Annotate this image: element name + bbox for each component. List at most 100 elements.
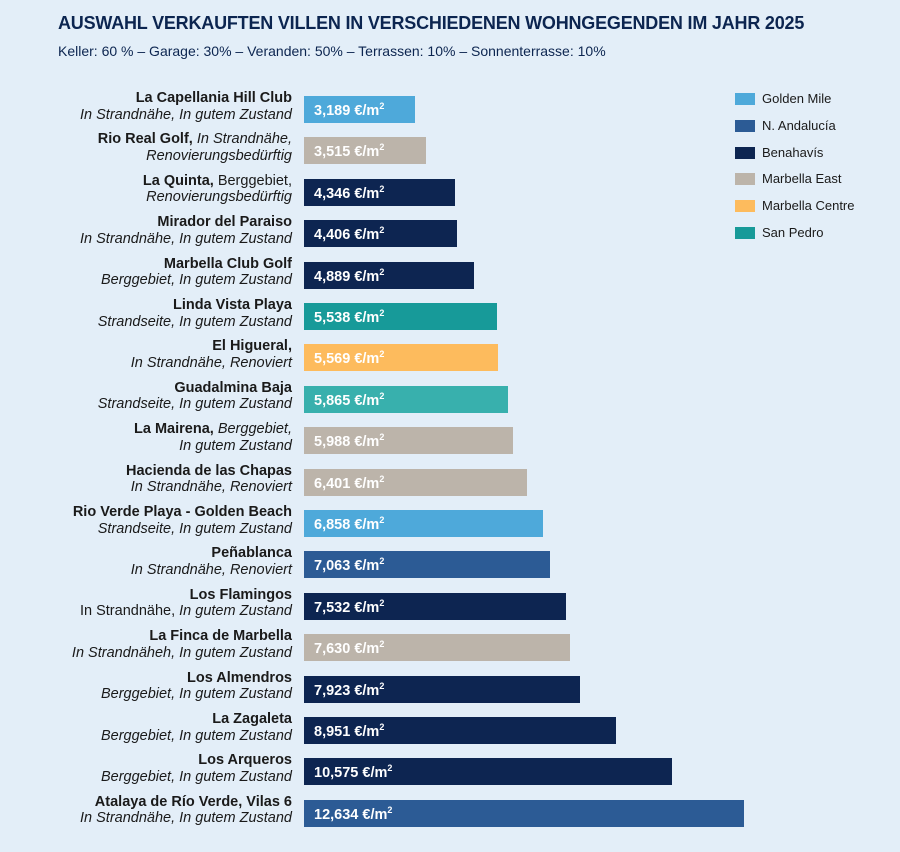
- unit-superscript: 2: [379, 390, 385, 401]
- label-segment: Hacienda de las Chapas: [125, 462, 292, 479]
- location-details: In gutem Zustand: [134, 438, 292, 455]
- unit-superscript: 2: [379, 183, 385, 194]
- legend-label: Marbella East: [762, 171, 842, 187]
- location-details: Berggebiet, In gutem Zustand: [101, 686, 292, 703]
- chart-row: La Capellania Hill Club In Strandnähe, In…: [0, 90, 900, 131]
- label-segment: Peñablanca: [211, 545, 292, 562]
- bar: 5,988 €/m2: [304, 427, 513, 455]
- value-text: 8,951 €/m: [314, 723, 380, 740]
- data-label: 7,630 €/m2: [314, 639, 384, 657]
- data-label: 12,634 €/m2: [314, 805, 392, 823]
- location-name: Los Almendros: [101, 670, 292, 687]
- value-text: 5,538 €/m: [314, 309, 380, 326]
- label-segment: Atalaya de Río Verde, Vilas 6: [94, 793, 292, 810]
- bar: 4,346 €/m2: [304, 178, 456, 206]
- legend-label: Marbella Centre: [762, 198, 855, 214]
- location-details: In Strandnähe, In gutem Zustand: [80, 231, 292, 248]
- legend-swatch: [735, 200, 755, 213]
- bar: 12,634 €/m2: [304, 799, 744, 827]
- label-segment: La Finca de Marbella: [149, 628, 292, 645]
- row-label: Hacienda de las Chapas In Strandnähe, Ren…: [126, 463, 292, 496]
- unit-superscript: 2: [387, 804, 393, 815]
- chart-row: La Finca de Marbella In Strandnäheh, In g…: [0, 628, 900, 669]
- unit-superscript: 2: [379, 308, 385, 318]
- location-name: La Finca de Marbella: [72, 628, 292, 645]
- data-label: 7,532 €/m2: [314, 598, 384, 616]
- chart-subtitle: Keller: 60 % – Garage: 30% – Veranden: 5…: [58, 43, 606, 59]
- legend-swatch: [735, 173, 755, 186]
- data-label: 7,923 €/m2: [314, 681, 384, 699]
- unit-superscript: 2: [379, 639, 385, 650]
- value-text: 4,346 €/m: [314, 185, 380, 202]
- unit-superscript: 2: [379, 142, 385, 153]
- location-details: In Strandnähe, In gutem Zustand: [80, 107, 292, 124]
- location-details: In Strandnähe, Renoviert: [131, 562, 292, 579]
- chart-row: La Mairena, Berggebiet, In gutem Zustand 5…: [0, 421, 900, 462]
- legend: Golden Mile N. Andalucía Benahavís Marbella…: [735, 91, 855, 252]
- value-text: 7,630 €/m: [314, 641, 380, 658]
- chart-row: Hacienda de las Chapas In Strandnähe, Ren…: [0, 463, 900, 504]
- label-segment: Los Almendros: [186, 669, 292, 686]
- value-text: 7,923 €/m: [314, 682, 380, 699]
- data-label: 4,346 €/m2: [314, 184, 384, 202]
- label-segment: Rio Verde Playa - Golden Beach: [72, 504, 292, 520]
- row-label: La Capellania Hill Club In Strandnähe, In…: [80, 90, 292, 123]
- label-segment: In Strandnähe, Renoviert: [130, 561, 292, 578]
- location-details: In Strandnähe, In gutem Zustand: [80, 810, 292, 827]
- location-name: Rio Verde Playa - Golden Beach: [73, 504, 292, 521]
- value-text: 3,189 €/m: [314, 102, 380, 119]
- bar: 4,406 €/m2: [304, 220, 458, 248]
- chart-row: Mirador del Paraiso In Strandnähe, In gut…: [0, 214, 900, 255]
- label-segment: In Strandnähe,: [79, 603, 180, 620]
- bar: 7,063 €/m2: [304, 551, 550, 579]
- location-name: Peñablanca: [131, 545, 292, 562]
- data-label: 5,865 €/m2: [314, 391, 384, 409]
- location-name: Los Flamingos: [80, 587, 292, 604]
- chart-row: Peñablanca In Strandnähe, Renoviert 7,063 …: [0, 545, 900, 586]
- value-text: 5,988 €/m: [314, 434, 380, 451]
- chart-row: La Quinta, Berggebiet, Renovierungsbedürf…: [0, 173, 900, 214]
- legend-label: Golden Mile: [762, 91, 832, 106]
- data-label: 4,889 €/m2: [314, 267, 384, 285]
- location-details: Strandseite, In gutem Zustand: [98, 314, 292, 331]
- row-label: La Finca de Marbella In Strandnäheh, In g…: [72, 628, 292, 661]
- bar: 3,515 €/m2: [304, 137, 427, 165]
- data-label: 5,569 €/m2: [314, 349, 384, 367]
- chart-row: Los Arqueros Berggebiet, In gutem Zustand…: [0, 752, 900, 793]
- location-name: Guadalmina Baja: [98, 380, 292, 397]
- label-segment: In Strandnähe, Renoviert: [130, 479, 292, 496]
- label-segment: In Strandnäheh, In gutem Zustand: [71, 644, 292, 661]
- label-segment: Strandseite, In gutem Zustand: [97, 520, 292, 537]
- location-details: In Strandnähe, Renoviert: [126, 479, 292, 496]
- chart-row: Los Almendros Berggebiet, In gutem Zustan…: [0, 670, 900, 711]
- bar: 7,923 €/m2: [304, 675, 580, 703]
- chart-row: El Higueral, In Strandnähe, Renoviert 5,56…: [0, 338, 900, 379]
- value-text: 4,889 €/m: [314, 268, 380, 285]
- row-label: Mirador del Paraiso In Strandnähe, In gut…: [80, 214, 292, 247]
- label-segment: Strandseite, In gutem Zustand: [97, 313, 292, 330]
- location-name: La Zagaleta: [101, 711, 292, 728]
- location-details: In Strandnähe, In gutem Zustand: [80, 603, 292, 620]
- chart-row: Marbella Club Golf Berggebiet, In gutem Z…: [0, 256, 900, 297]
- unit-superscript: 2: [379, 473, 385, 484]
- data-label: 6,858 €/m2: [314, 515, 384, 533]
- unit-superscript: 2: [387, 763, 393, 774]
- row-label: Los Arqueros Berggebiet, In gutem Zustand: [101, 752, 292, 785]
- row-label: La Mairena, Berggebiet, In gutem Zustand: [134, 421, 292, 454]
- data-label: 3,515 €/m2: [314, 142, 384, 160]
- legend-label: N. Andalucía: [762, 117, 836, 133]
- location-name: El Higueral,: [131, 338, 292, 355]
- location-details: Strandseite, In gutem Zustand: [73, 521, 292, 538]
- bar: 3,189 €/m2: [304, 96, 416, 123]
- value-text: 12,634 €/m: [314, 806, 388, 823]
- label-segment: Guadalmina Baja: [174, 379, 292, 396]
- bar: 6,858 €/m2: [304, 510, 543, 537]
- value-text: 5,865 €/m: [314, 392, 380, 409]
- location-name: Atalaya de Río Verde, Vilas 6: [80, 794, 292, 811]
- label-segment: Rio Real Golf,: [97, 131, 193, 148]
- label-segment: Linda Vista Playa: [172, 297, 292, 313]
- label-segment: In Strandnähe,: [192, 131, 292, 148]
- chart-row: Linda Vista Playa Strandseite, In gutem Z…: [0, 297, 900, 338]
- data-label: 3,189 €/m2: [314, 101, 384, 119]
